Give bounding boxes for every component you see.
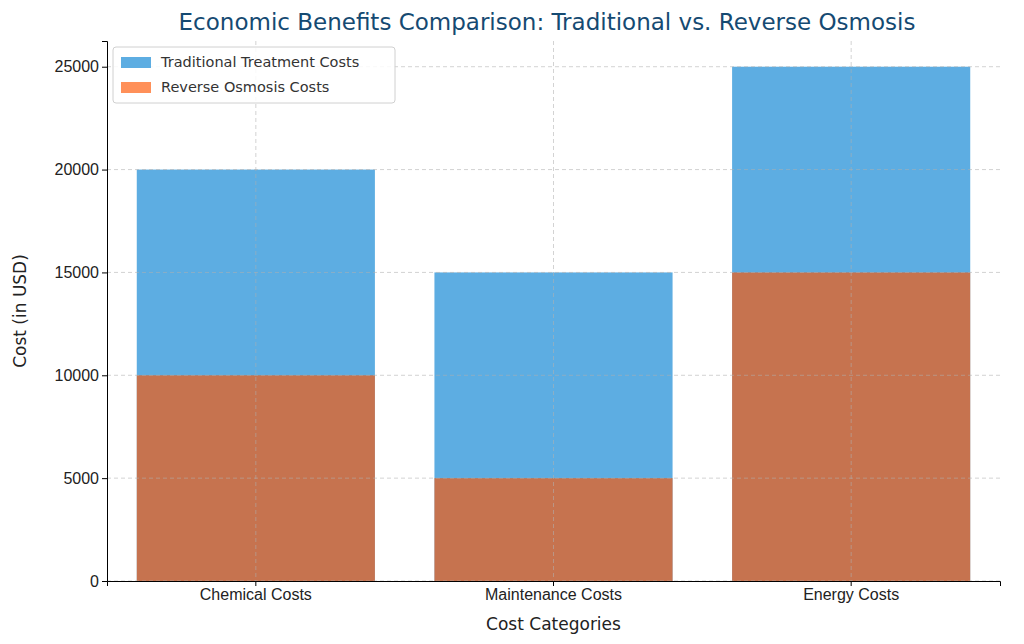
title: Economic Benefits Comparison: Traditiona… [179,9,916,35]
tick-mark [102,375,107,376]
legend-label: Traditional Treatment Costs [160,54,359,70]
tick-label: 20000 [55,161,100,178]
tick-label: 15000 [55,264,100,281]
axis-line [102,42,108,582]
tick: Energy Costs [803,581,899,603]
tick-mark [102,581,107,582]
x-axis: Chemical Costs Maintenance Costs Energy Co… [108,581,1001,603]
legend-box [113,47,395,103]
tick-label: 5000 [63,470,99,487]
tick-mark [102,170,107,171]
tick-label: Chemical Costs [200,586,312,603]
legend-label: Reverse Osmosis Costs [161,79,329,95]
tick-mark [102,478,107,479]
tick: 5000 [63,470,107,487]
tick-mark [553,581,554,586]
legend-swatch [121,57,151,68]
tick: Maintenance Costs [485,581,622,603]
tick-mark [851,581,852,586]
tick: 20000 [55,161,108,178]
grid [107,41,1000,581]
bar [434,478,672,581]
x-axis-title: Cost Categories [486,614,621,634]
tick-label: 10000 [55,367,100,384]
grid-line [553,41,554,581]
y-axis: 0 5000 10000 15000 20000 25000 [55,42,108,590]
tick: 0 [90,573,107,590]
grid-line [107,375,1000,376]
tick-mark [102,272,107,273]
tick-label: 0 [90,573,99,590]
plot-area: 0 5000 10000 15000 20000 25000 Chemical Costs M… [55,41,1001,603]
axis-line [108,582,1001,587]
tick: 25000 [55,58,108,75]
grid-line [851,41,852,581]
y-axis-title: Cost (in USD) [10,254,30,368]
tick: 15000 [55,264,108,281]
tick-label: 25000 [55,58,100,75]
tick: Chemical Costs [200,581,312,603]
tick: 10000 [55,367,108,384]
legend: Traditional Treatment Costs Reverse Osmos… [113,47,395,103]
tick-mark [255,581,256,586]
tick-label: Energy Costs [803,586,899,603]
chart: 0 5000 10000 15000 20000 25000 Chemical Costs M… [0,0,1024,644]
grid-line [255,41,256,581]
legend-swatch [121,82,151,93]
tick-mark [102,67,107,68]
tick-label: Maintenance Costs [485,586,622,603]
